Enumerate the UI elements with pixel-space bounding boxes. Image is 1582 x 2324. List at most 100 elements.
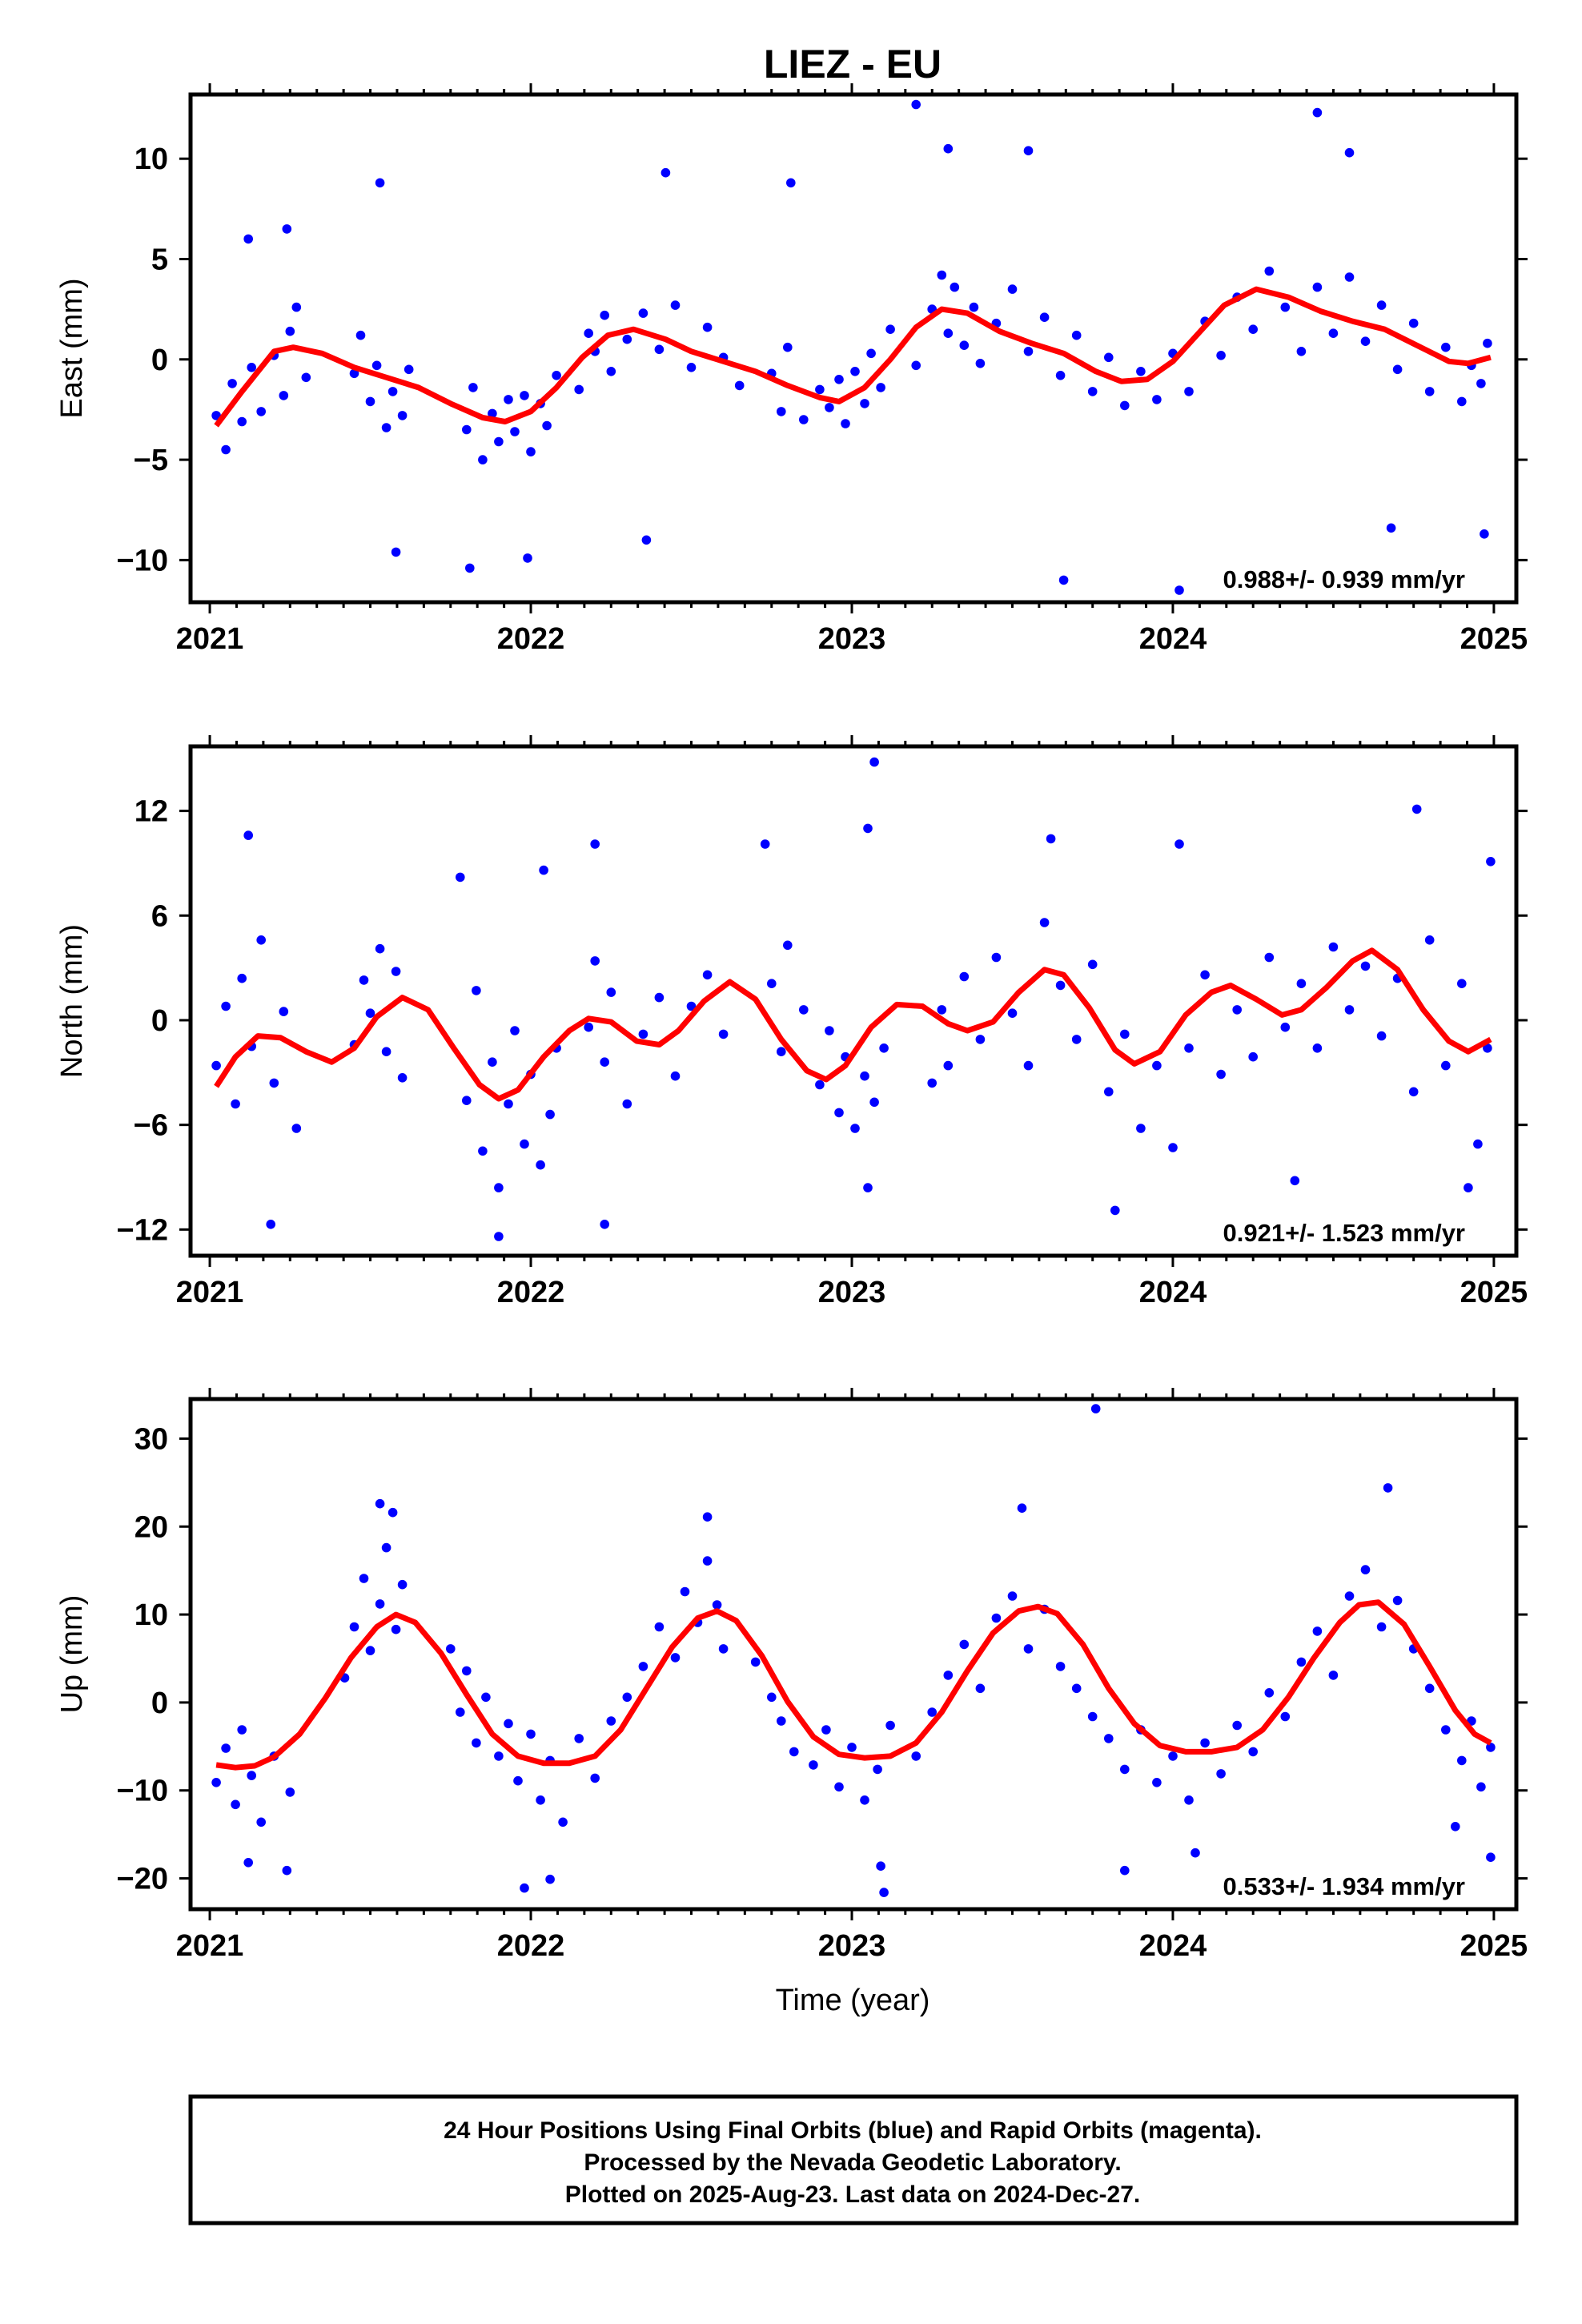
data-point: [237, 416, 247, 427]
data-point: [638, 1029, 648, 1039]
data-point: [783, 342, 793, 352]
data-point: [494, 1751, 504, 1761]
data-point: [821, 1725, 831, 1735]
data-point: [959, 1639, 970, 1650]
data-point: [247, 1771, 257, 1780]
x-tick-label: 2023: [818, 622, 886, 656]
data-point: [606, 987, 616, 997]
data-point: [494, 1183, 504, 1192]
data-point: [809, 1760, 818, 1770]
data-point: [211, 1778, 221, 1787]
data-point: [221, 1743, 231, 1753]
data-point: [1007, 1591, 1018, 1601]
data-point: [1344, 272, 1355, 282]
data-point: [391, 967, 401, 976]
data-point: [680, 1586, 690, 1597]
data-point: [375, 1599, 385, 1609]
data-point: [1386, 523, 1396, 533]
series-0: [211, 757, 1496, 1241]
data-point: [1090, 1404, 1101, 1413]
data-point: [391, 1624, 401, 1634]
data-point: [504, 1099, 513, 1109]
chart-title: LIEZ - EU: [764, 42, 942, 86]
data-point: [927, 1707, 937, 1717]
data-point: [574, 384, 584, 395]
data-point: [526, 447, 536, 456]
data-point: [834, 375, 844, 384]
data-point: [266, 1220, 276, 1229]
data-point: [1408, 318, 1419, 328]
model-curve: [214, 947, 1492, 1102]
data-point: [456, 872, 465, 883]
data-point: [375, 178, 385, 188]
data-point: [834, 1108, 844, 1118]
y-tick-label: 30: [135, 1422, 168, 1456]
data-point: [879, 1888, 889, 1897]
data-point: [1473, 1139, 1483, 1149]
data-point: [1120, 1029, 1130, 1039]
plot-frame: [188, 744, 1519, 1258]
data-point: [504, 395, 513, 404]
data-point: [975, 359, 986, 368]
data-point: [488, 408, 497, 419]
data-point: [590, 1773, 600, 1783]
data-point: [552, 371, 561, 380]
data-point: [686, 363, 697, 372]
data-point: [1087, 387, 1098, 396]
data-point: [959, 340, 970, 351]
y-tick-label: −6: [134, 1109, 168, 1143]
data-point: [943, 143, 954, 154]
data-point: [991, 952, 1002, 963]
data-point: [478, 455, 488, 464]
data-point: [584, 1022, 593, 1032]
data-point: [584, 328, 593, 339]
plot-frame: [188, 1397, 1519, 1912]
data-point: [1464, 1183, 1473, 1192]
data-point: [1174, 839, 1184, 849]
data-point: [1360, 961, 1371, 971]
caption-line-2: Processed by the Nevada Geodetic Laborat…: [584, 2149, 1121, 2176]
data-point: [686, 1001, 697, 1011]
data-point: [256, 1817, 267, 1827]
data-point: [1392, 364, 1403, 375]
data-point: [841, 419, 850, 428]
data-point: [247, 363, 257, 372]
data-point: [1264, 266, 1275, 276]
data-point: [991, 1613, 1002, 1623]
y-tick-label: −10: [117, 1775, 168, 1808]
data-point: [520, 1139, 529, 1149]
data-point: [1055, 371, 1066, 380]
data-point: [1104, 352, 1114, 363]
data-point: [301, 372, 311, 383]
data-point: [789, 1747, 799, 1757]
data-point: [590, 839, 600, 849]
data-point: [211, 1060, 221, 1071]
data-point: [1480, 529, 1489, 539]
data-point: [834, 1782, 844, 1792]
data-point: [355, 330, 366, 340]
data-point: [712, 1600, 722, 1610]
data-point: [211, 411, 221, 420]
data-point: [375, 943, 385, 954]
data-point: [975, 1035, 986, 1044]
data-point: [1441, 1725, 1451, 1735]
data-point: [1296, 979, 1307, 988]
data-point: [349, 1622, 359, 1632]
data-point: [462, 1666, 472, 1676]
data-point: [786, 178, 796, 188]
data-point: [510, 1026, 520, 1035]
data-point: [558, 1817, 568, 1827]
data-point: [472, 1738, 481, 1748]
data-point: [825, 403, 834, 412]
data-point: [1184, 387, 1194, 396]
data-point: [221, 444, 231, 455]
data-point: [1248, 1747, 1258, 1757]
data-point: [381, 423, 391, 432]
data-point: [539, 865, 548, 875]
data-point: [600, 1057, 609, 1067]
data-point: [815, 1080, 825, 1090]
y-axis-label: North (mm): [55, 924, 89, 1078]
panel-north: 2021 2022 2023 2024 2025 −12 −6 0 6 12 North (mm) 0…: [55, 735, 1528, 1309]
data-point: [513, 1775, 523, 1786]
